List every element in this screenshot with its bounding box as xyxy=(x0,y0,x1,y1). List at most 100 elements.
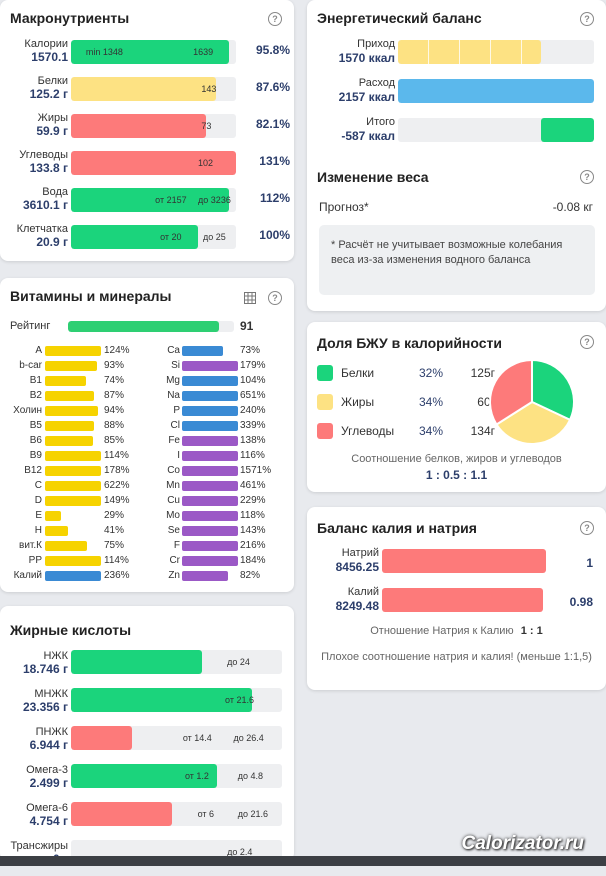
vitamin-name: C xyxy=(34,480,42,491)
vitamin-percent: 622% xyxy=(104,480,130,491)
fatty-bar-label: до 26.4 xyxy=(233,733,264,743)
vitamin-row: B12 178% xyxy=(0,465,294,478)
vitamin-row: Mg 104% xyxy=(0,375,294,388)
bju-legend-percent: 34% xyxy=(419,424,444,438)
macro-value: 20.9 г xyxy=(36,235,68,249)
vitamin-bar xyxy=(45,571,101,581)
vitamin-bar xyxy=(182,556,238,566)
macro-percent: 100% xyxy=(259,228,290,242)
macro-bar: 102 xyxy=(71,151,236,175)
fatty-bar-fill xyxy=(71,726,133,750)
bju-legend-grams: 134г xyxy=(470,424,495,438)
energy-bar xyxy=(398,40,594,64)
table-icon[interactable] xyxy=(244,292,256,304)
vitamin-percent: 87% xyxy=(104,390,125,401)
vitamin-bar xyxy=(182,526,238,536)
fatty-name: НЖК xyxy=(43,650,68,662)
fatty-bar: от 14.4 до 26.4 xyxy=(71,726,282,750)
vitamin-bar xyxy=(182,571,228,581)
vitamins-title: Витамины и минералы xyxy=(10,288,172,304)
help-circle-icon[interactable]: ? xyxy=(580,521,594,535)
vitamin-percent: 74% xyxy=(104,375,125,386)
vitamin-name: Se xyxy=(167,525,180,536)
vitamin-percent: 104% xyxy=(240,375,266,386)
bju-legend-percent: 32% xyxy=(419,366,444,380)
vitamin-row: F 216% xyxy=(0,540,294,553)
macro-percent: 87.6% xyxy=(255,80,290,94)
fatty-value: 18.746 г xyxy=(22,662,68,676)
energy-row: Итого -587 ккал xyxy=(307,116,606,146)
fatty-bar-fill xyxy=(71,650,202,674)
vitamin-name: Zn xyxy=(168,570,180,581)
vitamin-percent: 339% xyxy=(240,420,266,431)
fatty-bar-label: от 21.6 xyxy=(225,695,254,705)
vitamin-name: Cl xyxy=(170,420,180,431)
vitamin-name: вит.К xyxy=(19,540,42,551)
fatty-bar-label: до 4.8 xyxy=(237,771,263,781)
kna-name: Натрий xyxy=(341,547,379,559)
bju-legend-name: Углеводы xyxy=(341,424,395,438)
bottom-bar xyxy=(0,856,606,866)
kna-ratio-text: Отношение Натрия к Калию xyxy=(370,625,514,637)
bju-pie-slice xyxy=(489,358,533,426)
kna-bar xyxy=(382,549,546,573)
macro-value: 59.9 г xyxy=(36,124,68,138)
energy-bar xyxy=(398,79,594,103)
vitamin-bar xyxy=(45,361,98,371)
vitamin-row: I 116% xyxy=(0,450,294,463)
fatty-bar-label: до 2.4 xyxy=(227,847,253,857)
vitamin-bar xyxy=(45,526,68,536)
vitamin-bar xyxy=(45,376,87,386)
bju-pie-slice xyxy=(531,358,575,422)
macro-bar: min 1348 1639 xyxy=(71,40,236,64)
vitamin-percent: 236% xyxy=(104,570,130,581)
vitamin-name: Ca xyxy=(167,345,180,356)
vitamin-percent: 82% xyxy=(240,570,261,581)
vitamin-percent: 116% xyxy=(240,450,265,461)
macro-row: Клетчатка 20.9 г от 20 до 25 100% xyxy=(0,223,300,253)
help-circle-icon[interactable]: ? xyxy=(580,12,594,26)
vitamin-bar xyxy=(182,511,238,521)
energy-card: Энергетический баланс ? Приход 1570 ккал Р… xyxy=(307,0,606,311)
vitamin-name: Co xyxy=(167,465,180,476)
vitamin-percent: 114% xyxy=(104,555,129,566)
macro-bar-fill xyxy=(71,188,230,212)
help-circle-icon[interactable]: ? xyxy=(268,12,282,26)
vitamin-bar xyxy=(182,376,238,386)
weight-note: * Расчёт не учитывает возможные колебани… xyxy=(319,225,595,295)
energy-name: Расход xyxy=(358,77,395,89)
fatty-value: 23.356 г xyxy=(22,700,68,714)
vitamin-bar xyxy=(45,451,101,461)
macro-bar: от 20 до 25 xyxy=(71,225,236,249)
macro-row: Углеводы 133.8 г 102 131% xyxy=(0,149,300,179)
fatty-row: Омега-3 2.499 г от 1.2 до 4.8 xyxy=(0,764,294,800)
vitamin-bar xyxy=(45,421,95,431)
macro-name: Калории xyxy=(24,38,68,50)
fatty-name: Омега-3 xyxy=(26,764,68,776)
fatty-card: Жирные кислоты НЖК 18.746 г до 24 МНЖК 23.35… xyxy=(0,606,294,866)
vitamin-row: C 622% xyxy=(0,480,294,493)
vitamin-row: B5 88% xyxy=(0,420,294,433)
bju-pie-slice xyxy=(495,400,572,445)
fatty-bar-label: от 6 xyxy=(197,809,215,819)
fatty-row: Омега-6 4.754 г от 6 до 21.6 xyxy=(0,802,294,838)
help-circle-icon[interactable]: ? xyxy=(580,335,594,349)
vitamin-name: Si xyxy=(171,360,180,371)
help-circle-icon[interactable]: ? xyxy=(580,170,594,184)
vitamin-name: D xyxy=(34,495,42,506)
macro-percent: 131% xyxy=(259,154,290,168)
vitamin-row: B6 85% xyxy=(0,435,294,448)
vitamin-bar xyxy=(182,466,238,476)
vitamin-name: Mg xyxy=(166,375,180,386)
vitamin-name: P xyxy=(173,405,180,416)
vitamin-row: A 124% xyxy=(0,345,294,358)
macros-card: Макронутриенты ? Калории 1570.1 min 1348 16… xyxy=(0,0,294,261)
vitamin-percent: 85% xyxy=(104,435,125,446)
macros-title: Макронутриенты xyxy=(10,10,130,26)
vitamin-percent: 651% xyxy=(240,390,266,401)
vitamin-percent: 149% xyxy=(104,495,130,506)
help-circle-icon[interactable]: ? xyxy=(268,291,282,305)
kna-row: Калий 8249.48 0.98 xyxy=(307,586,606,616)
vitamin-row: B1 74% xyxy=(0,375,294,388)
vitamin-row: H 41% xyxy=(0,525,294,538)
